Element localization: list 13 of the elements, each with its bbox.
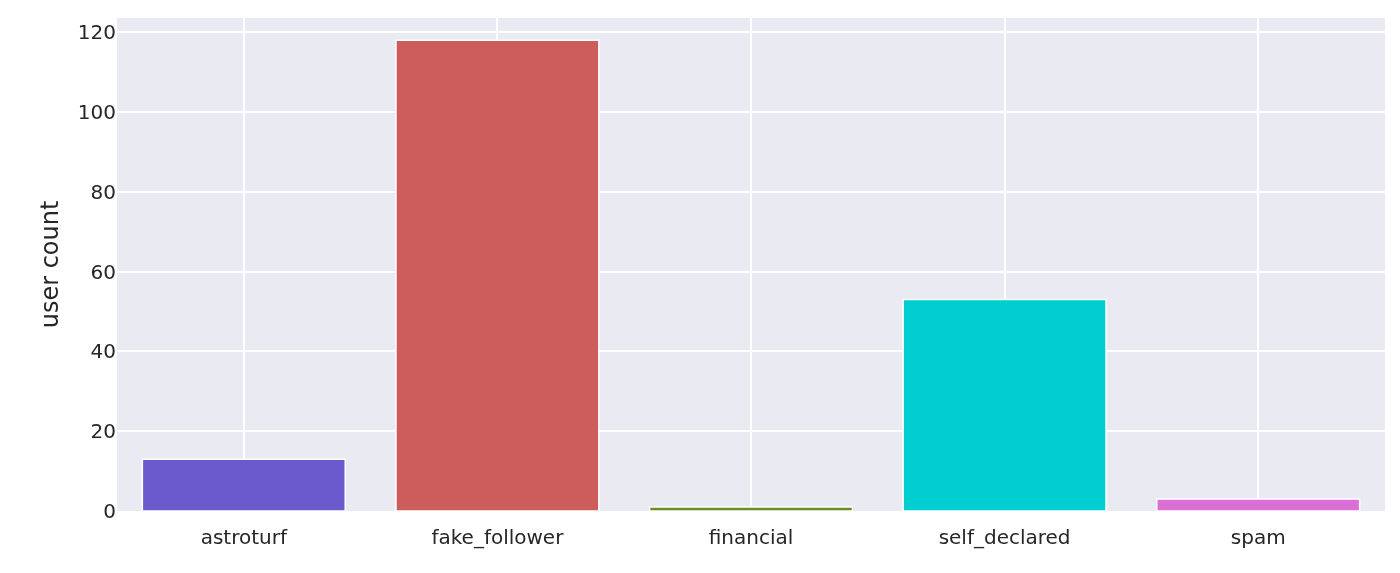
x-tick-label: spam bbox=[1230, 525, 1286, 549]
x-tick-label: fake_follower bbox=[431, 525, 565, 549]
y-tick-label: 20 bbox=[90, 419, 116, 444]
y-tick-label: 60 bbox=[90, 259, 116, 284]
y-tick-label: 40 bbox=[90, 339, 116, 364]
x-tick-label: self_declared bbox=[938, 525, 1071, 549]
y-tick-label: 80 bbox=[90, 179, 116, 204]
y-tick-label: 100 bbox=[77, 100, 116, 125]
y-axis-title: user count bbox=[35, 200, 64, 329]
y-tick-label: 120 bbox=[77, 20, 116, 45]
x-tick-label: astroturf bbox=[200, 525, 288, 549]
y-tick-label: 0 bbox=[103, 499, 116, 523]
x-tick-label: financial bbox=[708, 525, 794, 549]
